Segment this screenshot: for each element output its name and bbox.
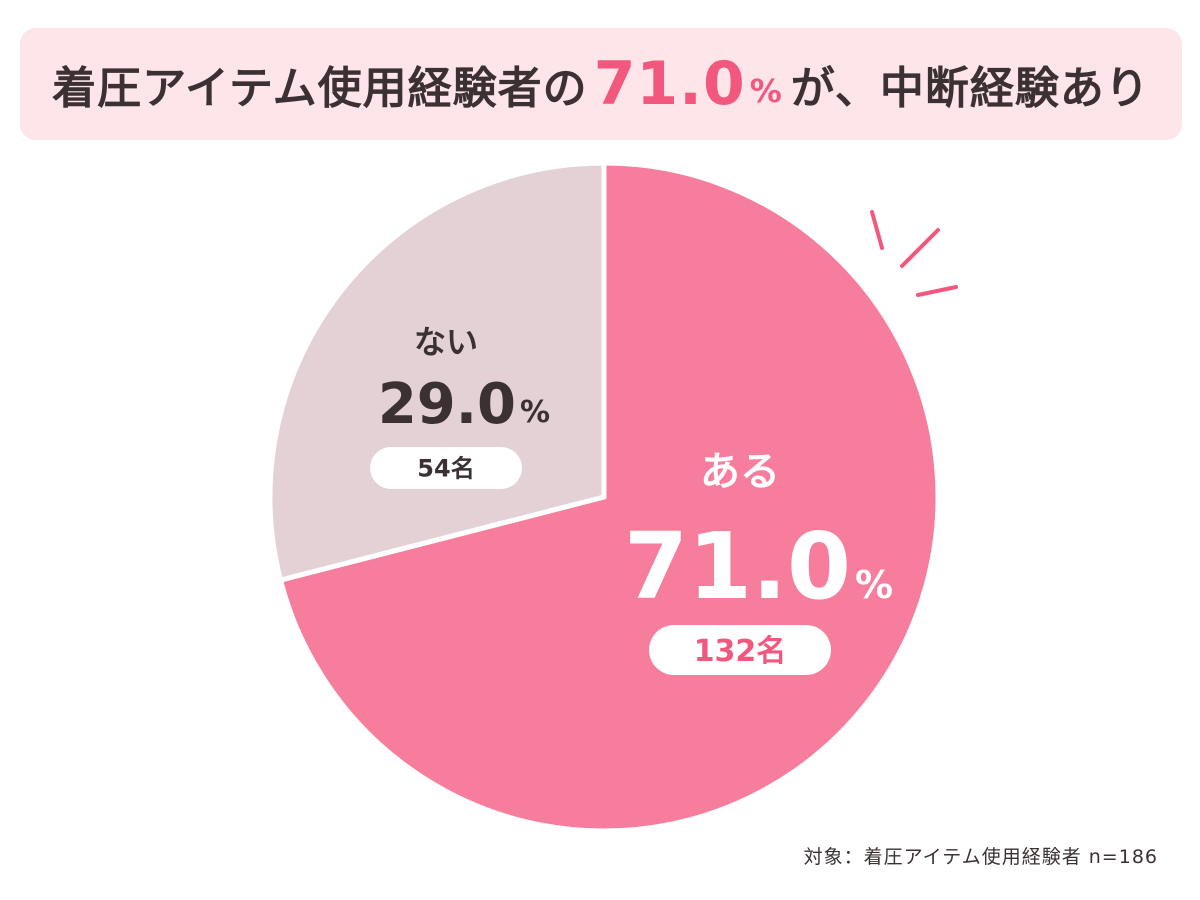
slice-percent-sign-no: % bbox=[520, 395, 550, 430]
count-pill-no bbox=[370, 447, 522, 489]
title-highlight-number: 71.0 bbox=[593, 49, 746, 119]
slice-value-no: 29.0 bbox=[378, 372, 516, 437]
count-pill-yes bbox=[649, 625, 831, 675]
title-text-after: が、中断経験あり bbox=[790, 63, 1150, 114]
slice-label-no: ない bbox=[414, 323, 478, 361]
emphasis-line-2 bbox=[900, 228, 940, 268]
title-highlight-percent: % bbox=[749, 72, 783, 110]
pie-slice-no bbox=[267, 160, 607, 583]
slice-label-yes: ある bbox=[700, 449, 780, 495]
pie-slices bbox=[267, 160, 941, 834]
slice-value-yes: 71.0 bbox=[624, 513, 851, 620]
emphasis-lines bbox=[870, 210, 958, 297]
pie-labels: ある 71.0 % 132名 ない 29.0 % 54名 bbox=[370, 323, 893, 675]
slice-count-no: 54名 bbox=[417, 455, 474, 483]
slice-percent-sign-yes: % bbox=[855, 563, 893, 607]
title-text-before: 着圧アイテム使用経験者の bbox=[52, 63, 588, 114]
slice-count-yes: 132名 bbox=[694, 634, 787, 669]
title-banner: 着圧アイテム使用経験者の 71.0 % が、中断経験あり bbox=[20, 28, 1182, 140]
footnote: 対象：着圧アイテム使用経験者 n=186 bbox=[803, 846, 1158, 868]
emphasis-line-3 bbox=[916, 285, 958, 297]
emphasis-line-1 bbox=[870, 210, 884, 250]
